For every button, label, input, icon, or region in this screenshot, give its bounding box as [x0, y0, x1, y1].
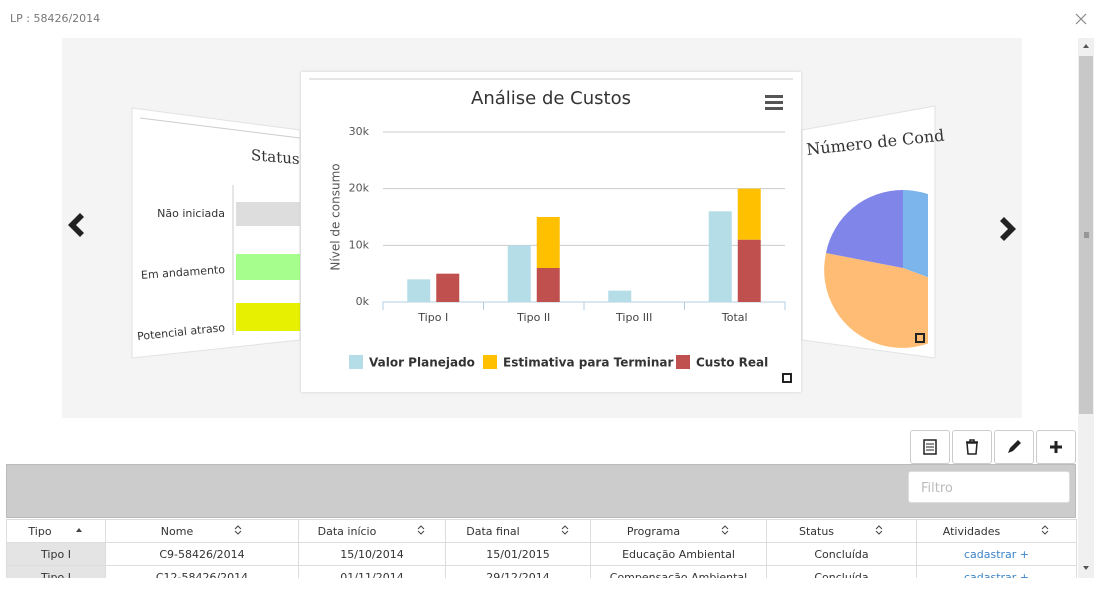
column-header[interactable]: Status [766, 519, 917, 543]
prev-arrow[interactable] [68, 213, 84, 237]
table-row[interactable]: Tipo I C9-58426/2014 15/10/2014 15/01/2015 E… [6, 542, 1077, 566]
side-category: Não iniciada [157, 207, 225, 220]
add-button[interactable] [1036, 430, 1076, 464]
column-label: Programa [626, 524, 681, 538]
list-button[interactable] [910, 430, 950, 464]
filter-input[interactable]: Filtro [908, 471, 1070, 503]
legend-swatch [483, 355, 497, 369]
column-header[interactable]: Data final [445, 519, 591, 543]
bar [407, 279, 431, 302]
column-header[interactable]: Atividades [916, 519, 1077, 543]
bar [507, 245, 531, 302]
legend-swatch [676, 355, 690, 369]
y-tick-label: 30k [349, 125, 370, 138]
side-category: Em andamento [141, 263, 226, 282]
chart-card: Análise de Custos Nível de consumo 0k 10k… [301, 72, 801, 392]
sort-icon [75, 527, 82, 532]
column-label: Data final [466, 524, 520, 538]
y-axis-label: Nível de consumo [329, 163, 343, 270]
edit-button[interactable] [994, 430, 1034, 464]
x-tick-label: Total [721, 311, 748, 324]
bar [436, 273, 460, 302]
table-cell: Concluída [766, 542, 917, 566]
column-header[interactable]: Programa [590, 519, 767, 543]
close-button[interactable] [1074, 12, 1088, 26]
y-tick-label: 10k [349, 238, 370, 251]
y-tick-label: 0k [356, 295, 370, 308]
register-link[interactable]: cadastrar + [916, 542, 1077, 566]
viewport-edge [0, 578, 1078, 600]
chart-menu[interactable] [765, 95, 783, 110]
legend-label: Valor Planejado [369, 356, 475, 370]
side-bar [236, 202, 300, 226]
table-cell: C9-58426/2014 [105, 542, 299, 566]
x-tick-label: Tipo III [615, 311, 652, 324]
next-arrow[interactable] [1000, 217, 1016, 241]
column-header[interactable]: Tipo [6, 519, 106, 543]
bar [708, 211, 732, 302]
column-label: Data início [317, 524, 377, 538]
column-label: Status [798, 524, 835, 538]
table-cell: 15/01/2015 [445, 542, 591, 566]
sort-icon [234, 524, 242, 535]
table-cell: Tipo I [6, 542, 106, 566]
x-tick-label: Tipo II [516, 311, 550, 324]
column-header[interactable]: Data início [298, 519, 446, 543]
sort-icon [721, 524, 729, 535]
side-bar [236, 254, 300, 280]
bar [536, 268, 560, 302]
table-cell: 15/10/2014 [298, 542, 446, 566]
x-tick-label: Tipo I [417, 311, 448, 324]
legend-label: Custo Real [696, 356, 768, 370]
bar [737, 239, 761, 302]
bar [737, 188, 761, 240]
sort-icon [561, 524, 569, 535]
dialog-title: LP : 58426/2014 [10, 12, 101, 25]
y-tick-label: 20k [349, 182, 370, 195]
scrollbar[interactable] [1078, 38, 1094, 578]
column-header[interactable]: Nome [105, 519, 299, 543]
chart-title: Análise de Custos [471, 88, 631, 109]
legend-label: Estimativa para Terminar [503, 356, 674, 370]
legend-swatch [349, 355, 363, 369]
column-label: Atividades [942, 524, 1001, 538]
bar [536, 217, 560, 268]
filter-panel [6, 464, 1076, 518]
column-label: Nome [160, 524, 194, 538]
bar [608, 290, 632, 302]
sort-icon [875, 524, 883, 535]
column-label: Tipo [28, 524, 52, 538]
side-card [131, 107, 301, 359]
sort-icon [1041, 524, 1049, 535]
table-cell: Educação Ambiental [590, 542, 767, 566]
chart: Análise de Custos Nível de consumo 0k 10k… [309, 78, 793, 383]
side-pie [824, 189, 928, 348]
sort-icon [417, 524, 425, 535]
delete-button[interactable] [952, 430, 992, 464]
side-bar [236, 303, 300, 331]
